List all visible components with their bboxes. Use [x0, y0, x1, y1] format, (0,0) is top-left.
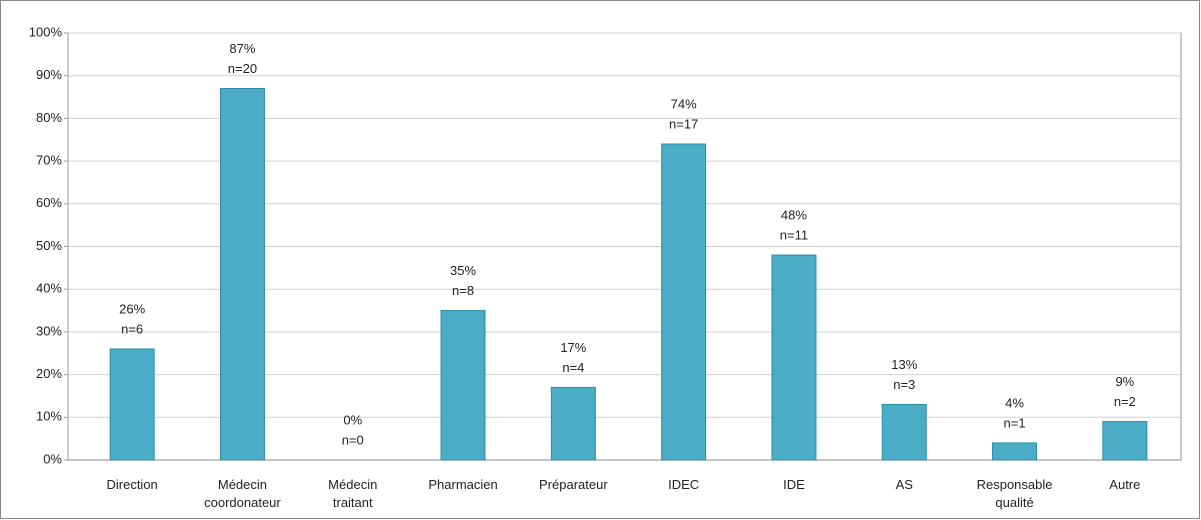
value-label: 48%: [781, 207, 807, 222]
count-label: n=20: [228, 61, 257, 76]
value-label: 35%: [450, 263, 476, 278]
y-tick-label: 90%: [36, 67, 62, 82]
count-label: n=1: [1004, 415, 1026, 430]
y-tick-label: 80%: [36, 110, 62, 125]
value-label: 4%: [1005, 395, 1024, 410]
bar: [771, 254, 817, 461]
count-label: n=11: [780, 227, 808, 242]
count-label: n=6: [121, 321, 143, 336]
value-label: 87%: [229, 41, 255, 56]
x-tick-label: Direction: [106, 477, 158, 492]
x-tick-label: IDEC: [668, 477, 700, 492]
x-tick-label: IDE: [783, 477, 805, 492]
x-tick-label: Préparateur: [539, 477, 608, 492]
y-tick-label: 20%: [36, 366, 62, 381]
value-label: 13%: [891, 357, 917, 372]
x-tick-label: Autre: [1109, 477, 1141, 492]
value-label: 17%: [560, 340, 586, 355]
bar: [881, 403, 927, 461]
count-label: n=4: [562, 360, 584, 375]
x-tick-label: Pharmacien: [428, 477, 498, 492]
y-tick-label: 10%: [36, 409, 62, 424]
y-tick-label: 40%: [36, 281, 62, 296]
value-label: 9%: [1115, 374, 1134, 389]
bar: [109, 348, 155, 461]
x-tick-label: Médecin coordonateur: [204, 477, 281, 510]
y-tick-label: 100%: [29, 24, 63, 39]
bar: [992, 442, 1038, 461]
x-tick-label: AS: [895, 477, 913, 492]
count-label: n=2: [1114, 394, 1136, 409]
value-label: 26%: [119, 301, 145, 316]
y-tick-label: 60%: [36, 195, 62, 210]
y-tick-label: 30%: [36, 323, 62, 338]
bar: [550, 386, 596, 461]
count-label: n=3: [893, 377, 915, 392]
bar: [219, 88, 265, 461]
value-label: 0%: [343, 412, 362, 427]
bar: [661, 143, 707, 461]
y-tick-label: 50%: [36, 238, 62, 253]
count-label: n=17: [669, 116, 698, 131]
count-label: n=0: [342, 432, 364, 447]
y-tick-label: 70%: [36, 153, 62, 168]
bar: [1102, 421, 1148, 461]
count-label: n=8: [452, 283, 474, 298]
y-tick-label: 0%: [43, 451, 62, 466]
x-tick-label: Médecin traitant: [328, 477, 378, 510]
bar: [440, 310, 486, 461]
x-tick-label: Responsable qualité: [976, 477, 1053, 510]
value-label: 74%: [671, 96, 697, 111]
